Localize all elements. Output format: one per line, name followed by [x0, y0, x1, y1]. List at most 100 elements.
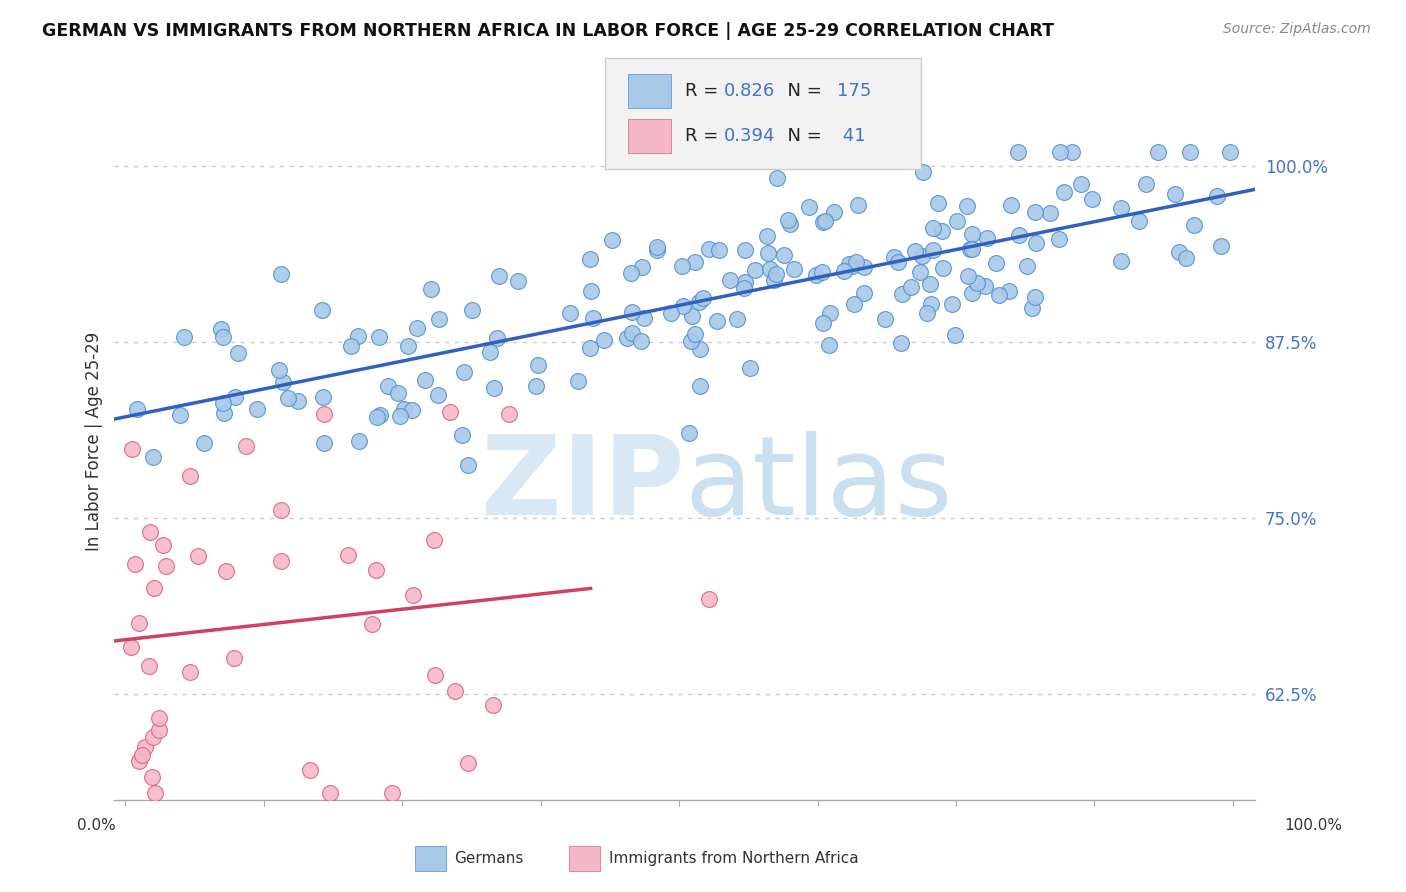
Point [976, 231, 998, 245]
Point [1111, 201, 1133, 215]
Point [915, 306, 938, 320]
Point [222, 650, 245, 665]
Point [955, 199, 977, 213]
Point [1000, 198, 1022, 212]
Point [1047, 232, 1070, 246]
Point [1219, 145, 1241, 160]
Point [1081, 192, 1104, 206]
Point [396, 339, 419, 353]
Point [366, 563, 388, 577]
Point [811, 317, 834, 331]
Point [439, 405, 461, 419]
Point [224, 390, 246, 404]
Point [811, 215, 834, 229]
Point [890, 287, 912, 301]
Point [941, 297, 963, 311]
Point [692, 291, 714, 305]
Point [683, 255, 706, 269]
Point [912, 164, 935, 178]
Point [817, 338, 839, 352]
Point [413, 373, 436, 387]
Point [960, 285, 983, 300]
Point [340, 339, 363, 353]
Point [1135, 178, 1157, 192]
Point [600, 233, 623, 247]
Point [1017, 260, 1039, 274]
Point [450, 428, 472, 442]
Point [498, 407, 520, 421]
Text: N =: N = [776, 82, 828, 100]
Point [142, 730, 165, 744]
Text: GERMAN VS IMMIGRANTS FROM NORTHERN AFRICA IN LABOR FORCE | AGE 25-29 CORRELATION: GERMAN VS IMMIGRANTS FROM NORTHERN AFRIC… [42, 22, 1054, 40]
Point [813, 214, 835, 228]
Point [215, 564, 238, 578]
Point [427, 388, 450, 402]
Point [142, 581, 165, 595]
Point [226, 346, 249, 360]
Point [420, 281, 443, 295]
Point [187, 549, 209, 563]
Point [744, 263, 766, 277]
Point [128, 615, 150, 630]
Point [824, 204, 846, 219]
Point [671, 259, 693, 273]
Point [738, 360, 761, 375]
Point [1007, 228, 1029, 243]
Point [271, 375, 294, 389]
Point [904, 244, 927, 258]
Point [1024, 205, 1046, 219]
Point [844, 297, 866, 311]
Point [138, 525, 160, 540]
Point [425, 667, 447, 681]
Point [838, 258, 860, 272]
Point [853, 260, 876, 275]
Point [486, 331, 509, 345]
Point [883, 250, 905, 264]
Point [697, 592, 720, 607]
Text: R =: R = [685, 128, 724, 145]
Point [681, 309, 703, 323]
Point [287, 394, 309, 409]
Point [402, 588, 425, 602]
Point [1062, 145, 1084, 160]
Text: Immigrants from Northern Africa: Immigrants from Northern Africa [609, 851, 859, 865]
Point [620, 304, 643, 318]
Point [269, 363, 291, 377]
Point [346, 329, 368, 343]
Text: N =: N = [776, 128, 828, 145]
Point [270, 554, 292, 568]
Point [922, 243, 945, 257]
Point [478, 344, 501, 359]
Point [1039, 206, 1062, 220]
Point [361, 617, 384, 632]
Point [697, 242, 720, 256]
Point [270, 503, 292, 517]
Point [689, 342, 711, 356]
Point [620, 266, 643, 280]
Point [776, 212, 799, 227]
Point [311, 302, 333, 317]
Point [579, 284, 602, 298]
Point [121, 442, 143, 456]
Point [966, 276, 988, 290]
Point [127, 402, 149, 417]
Point [368, 409, 391, 423]
Point [818, 306, 841, 320]
Point [645, 240, 668, 254]
Point [683, 326, 706, 341]
Point [959, 242, 981, 256]
Point [616, 331, 638, 345]
Point [558, 306, 581, 320]
Point [141, 770, 163, 784]
Point [214, 406, 236, 420]
Point [645, 243, 668, 257]
Point [782, 261, 804, 276]
Point [367, 330, 389, 344]
Text: 0.394: 0.394 [724, 128, 776, 145]
Point [960, 243, 983, 257]
Point [890, 336, 912, 351]
Point [1182, 219, 1205, 233]
Point [579, 341, 602, 355]
Point [756, 229, 779, 244]
Point [920, 277, 942, 291]
